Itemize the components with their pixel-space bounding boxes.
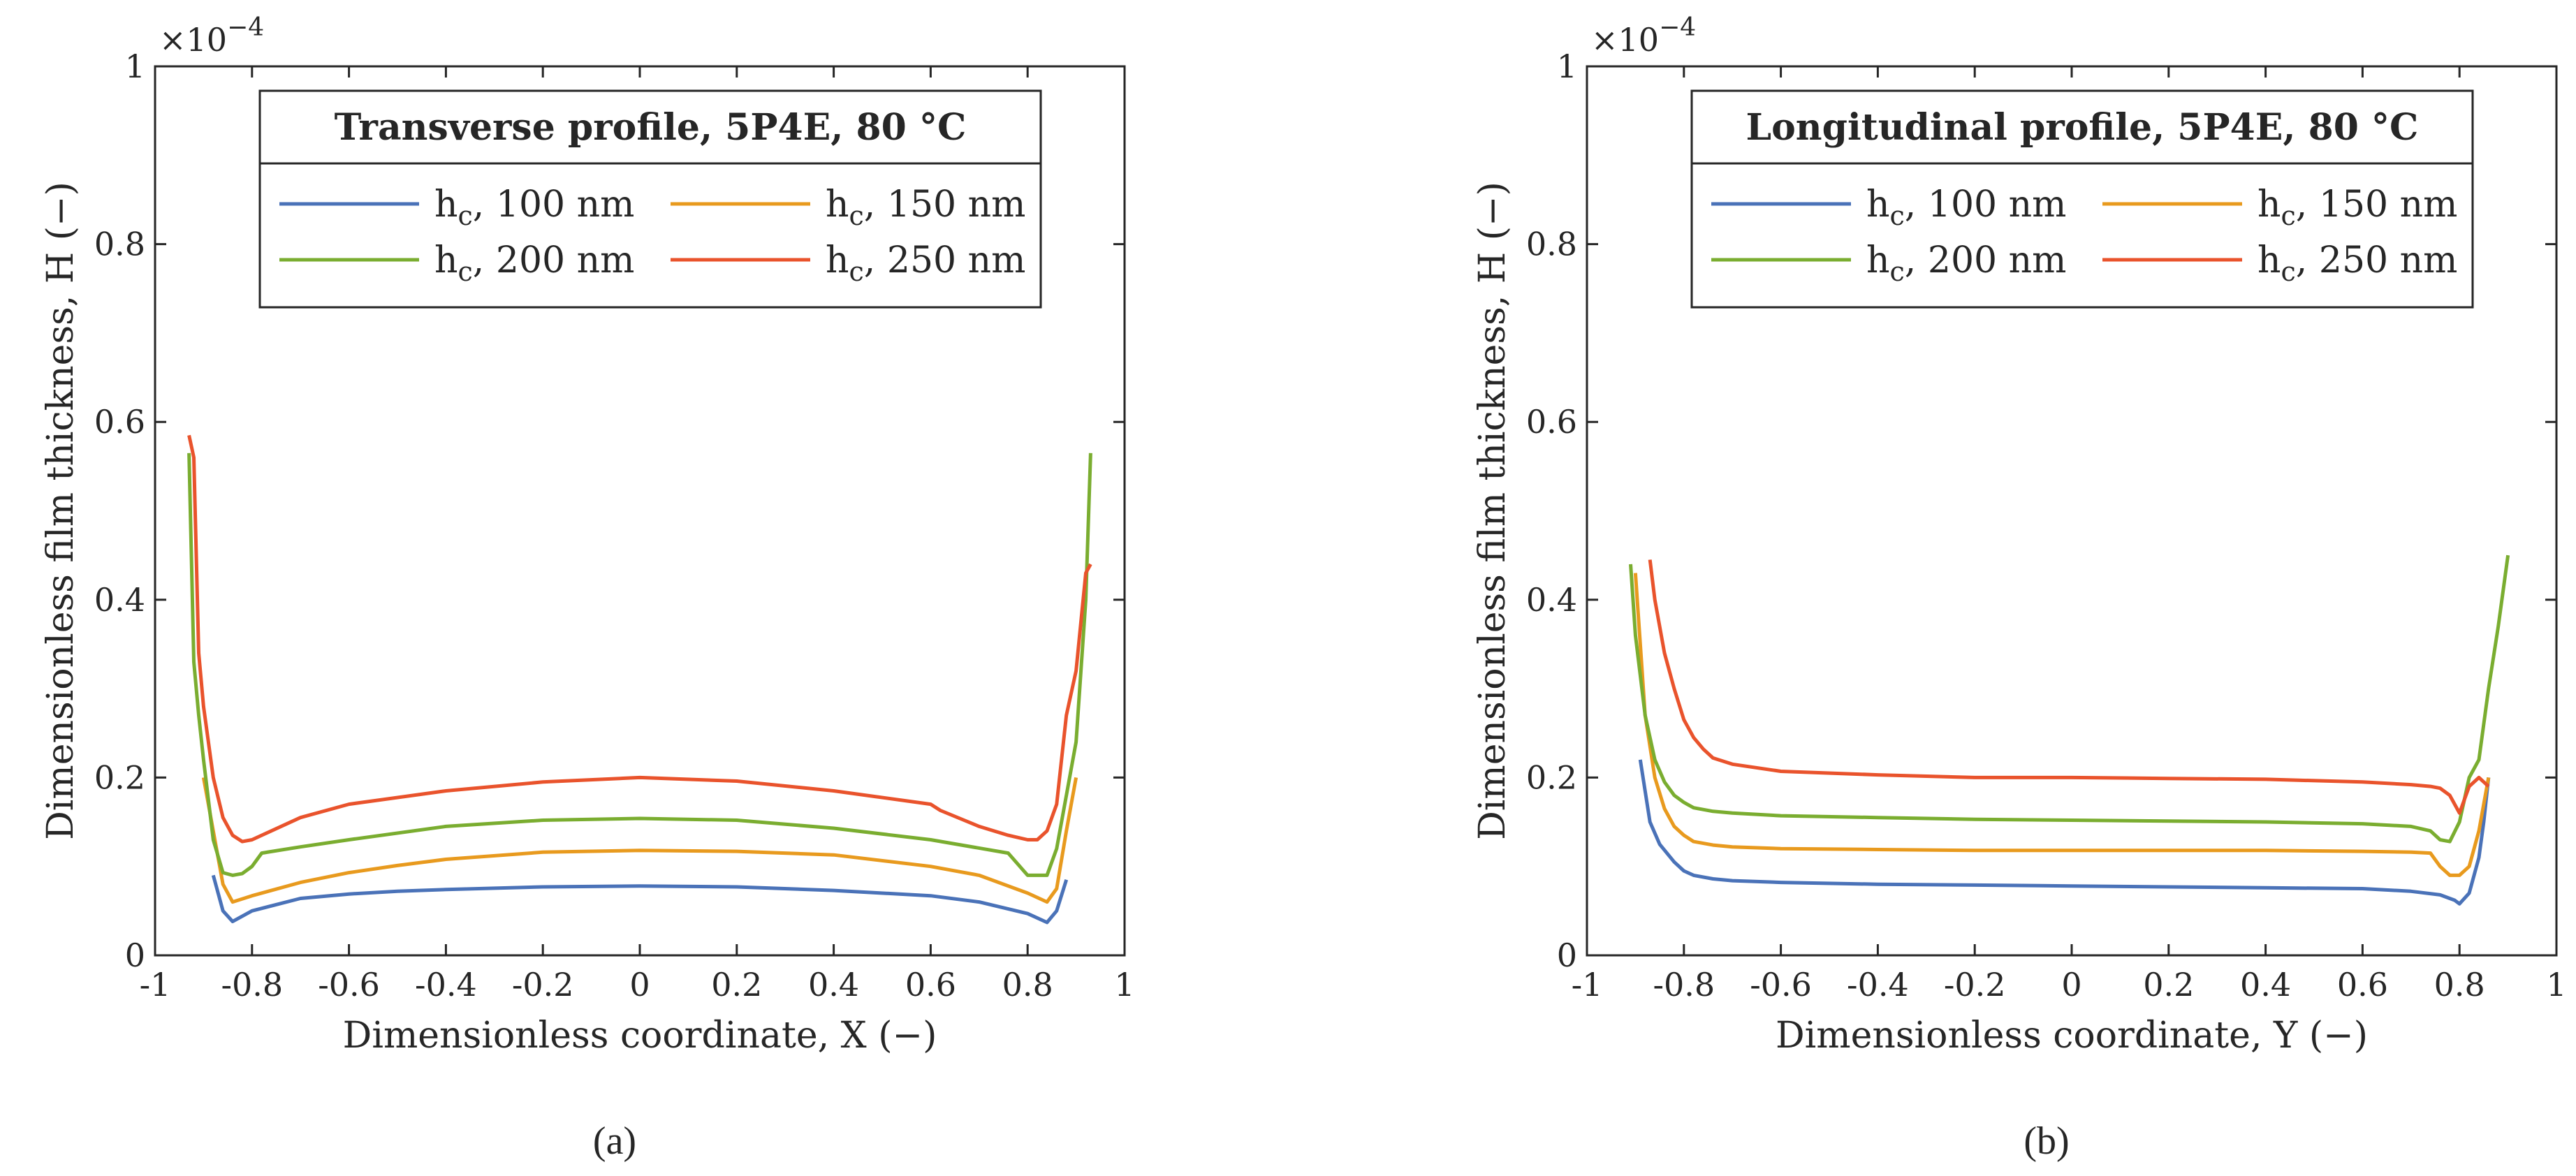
legend-entry-main: h (2257, 184, 2281, 226)
x-tick-label: 0.2 (711, 966, 762, 1004)
series-line-3 (187, 434, 1092, 844)
legend-entry-2: hc, 200 nm (434, 240, 634, 287)
y-tick-label: 0 (125, 936, 145, 974)
x-tick-label: 0.6 (905, 966, 956, 1004)
x-tick-label: 0.8 (2434, 966, 2485, 1004)
legend-entry-sub: c (2281, 200, 2296, 231)
legend-entry-sub: c (2281, 256, 2296, 287)
x-axis-label: Dimensionless coordinate, Y (−) (1776, 1015, 2368, 1057)
y-tick-label: 0.8 (94, 226, 145, 263)
legend-entry-0: hc, 100 nm (434, 184, 634, 231)
legend-title: Transverse profile, 5P4E, 80 °C (335, 106, 967, 149)
x-tick-label: -0.4 (1847, 966, 1909, 1004)
y-exponent-base: ×10 (159, 21, 227, 59)
legend-entry-rest: , 150 nm (2296, 184, 2458, 226)
legend-entry-0: hc, 100 nm (1866, 184, 2066, 231)
y-tick-label: 0.6 (94, 403, 145, 441)
series-group (1629, 554, 2510, 906)
x-tick-label: -1 (140, 966, 171, 1004)
legend-entry-rest: , 100 nm (473, 184, 635, 226)
legend-entry-main: h (2257, 240, 2281, 281)
series-line-2 (187, 453, 1092, 877)
legend-box (1690, 89, 2474, 309)
legend-entry-3: hc, 250 nm (826, 240, 1025, 287)
x-tick-label: -0.8 (221, 966, 283, 1004)
y-exponent-label: ×10−4 (1591, 13, 1696, 59)
panel-b: -1 -0.8 -0.6 -0.4 -0.2 0 0.2 0.4 0.6 0.8 1 0 0.2 0.4 0… (1472, 13, 2567, 1163)
legend-entry-sub: c (458, 200, 473, 231)
x-tick-label: -0.2 (512, 966, 574, 1004)
series-line-1 (201, 777, 1078, 904)
y-axis-label: Dimensionless film thickness, H (−) (1472, 182, 1514, 840)
legend-entry-main: h (434, 184, 458, 226)
legend-entry-sub: c (1890, 200, 1905, 231)
y-tick-label: 1 (125, 47, 145, 85)
legend-entry-main: h (1866, 184, 1890, 226)
panel-label: (a) (593, 1119, 636, 1163)
y-tick-label: 0.8 (1526, 226, 1577, 263)
y-tick-label: 1 (1557, 47, 1577, 85)
legend-entry-rest: , 150 nm (864, 184, 1026, 226)
y-tick-label: 0.4 (94, 581, 145, 619)
x-tick-label: -0.4 (415, 966, 477, 1004)
x-tick-label: 0.6 (2337, 966, 2388, 1004)
x-tick-label: 0.4 (2240, 966, 2291, 1004)
x-tick-label: -0.2 (1944, 966, 2006, 1004)
series-line-0 (211, 874, 1069, 925)
legend-entry-1: hc, 150 nm (826, 184, 1025, 231)
legend: Longitudinal profile, 5P4E, 80 °Chc, 100… (1690, 89, 2474, 309)
x-tick-label: -0.8 (1653, 966, 1715, 1004)
legend-entry-rest: , 250 nm (864, 240, 1026, 281)
legend-entry-rest: , 200 nm (473, 240, 635, 281)
x-tick-label: -1 (1572, 966, 1603, 1004)
x-tick-label: 0 (2061, 966, 2081, 1004)
x-tick-label: 0.8 (1002, 966, 1053, 1004)
legend-entry-sub: c (849, 200, 864, 231)
y-exponent-label: ×10−4 (159, 13, 264, 59)
x-tick-label: 1 (1114, 966, 1134, 1004)
series-line-3 (1648, 559, 2490, 815)
legend-entry-3: hc, 250 nm (2257, 240, 2457, 287)
x-tick-label: 1 (2546, 966, 2566, 1004)
x-tick-label: -0.6 (318, 966, 380, 1004)
panel-a: -1 -0.8 -0.6 -0.4 -0.2 0 0.2 0.4 0.6 0.8 1 0 0.2 0.4 0… (40, 13, 1135, 1163)
x-tick-label: 0 (629, 966, 650, 1004)
legend-entry-sub: c (1890, 256, 1905, 287)
series-line-0 (1638, 759, 2491, 906)
y-tick-label: 0.6 (1526, 403, 1577, 441)
legend-entry-2: hc, 200 nm (1866, 240, 2066, 287)
y-tick-label: 0.2 (1526, 758, 1577, 796)
legend-entry-1: hc, 150 nm (2257, 184, 2457, 231)
y-exponent-power: −4 (227, 13, 264, 42)
series-group (187, 434, 1092, 925)
series-line-2 (1629, 554, 2510, 844)
y-axis-label: Dimensionless film thickness, H (−) (40, 182, 82, 840)
y-tick-label: 0.2 (94, 758, 145, 796)
y-exponent-power: −4 (1659, 13, 1696, 42)
legend-entry-main: h (1866, 240, 1890, 281)
x-tick-label: 0.2 (2143, 966, 2194, 1004)
x-tick-label: 0.4 (808, 966, 859, 1004)
y-exponent-base: ×10 (1591, 21, 1659, 59)
legend-entry-sub: c (849, 256, 864, 287)
series-line-1 (1633, 573, 2491, 877)
x-axis-label: Dimensionless coordinate, X (−) (343, 1015, 937, 1057)
legend-title: Longitudinal profile, 5P4E, 80 °C (1746, 106, 2419, 149)
x-tick-label: -0.6 (1750, 966, 1812, 1004)
legend-entry-rest: , 250 nm (2296, 240, 2458, 281)
panel-label: (b) (2024, 1119, 2069, 1163)
legend-entry-rest: , 200 nm (1905, 240, 2067, 281)
y-tick-label: 0.4 (1526, 581, 1577, 619)
legend-entry-sub: c (458, 256, 473, 287)
y-tick-label: 0 (1557, 936, 1577, 974)
legend-entry-main: h (826, 184, 849, 226)
legend-box (258, 89, 1042, 309)
legend-entry-main: h (826, 240, 849, 281)
legend-entry-rest: , 100 nm (1905, 184, 2067, 226)
legend: Transverse profile, 5P4E, 80 °Chc, 100 n… (258, 89, 1042, 309)
legend-entry-main: h (434, 240, 458, 281)
